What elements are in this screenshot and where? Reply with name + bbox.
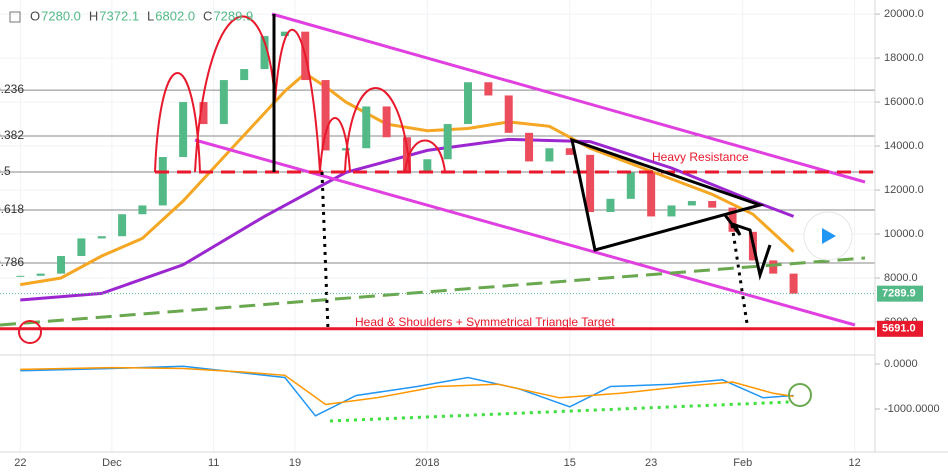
y-tick-label: 10000.0	[884, 228, 924, 240]
price-tag-label: 5691.0	[882, 323, 916, 335]
x-tick-label: Dec	[102, 457, 122, 469]
candle	[138, 205, 147, 215]
candle	[57, 256, 66, 274]
candle	[647, 172, 656, 217]
y-tick-label: 18000.0	[884, 52, 924, 64]
drawings	[0, 12, 875, 423]
y-tick-label: 8000.0	[884, 272, 918, 284]
candle	[687, 201, 696, 206]
candle	[97, 236, 106, 239]
ohlc-key: H	[89, 8, 98, 23]
candle	[728, 207, 737, 232]
line-series	[20, 366, 794, 406]
candle	[626, 172, 635, 199]
candle	[586, 154, 595, 213]
candle	[402, 137, 411, 173]
y-tick-label: 20000.0	[884, 8, 924, 20]
candle	[179, 102, 188, 158]
ohlc-key: C	[203, 8, 212, 23]
x-tick-label: 15	[564, 457, 576, 469]
ohlc-value: 6802.0	[155, 8, 195, 23]
marks	[16, 31, 798, 417]
marker-circle	[788, 383, 812, 407]
ohlc-value: 7372.1	[99, 8, 139, 23]
candle	[240, 69, 249, 81]
trend-line	[271, 12, 866, 184]
candle	[36, 273, 45, 276]
candle	[789, 273, 798, 294]
price-tag-label: 7289.9	[882, 288, 916, 300]
fib-label: 0.618	[0, 202, 24, 216]
x-tick-label: 11	[208, 457, 219, 469]
candle	[118, 214, 127, 237]
candle	[382, 106, 391, 138]
y-tick-label: 14000.0	[884, 140, 924, 152]
fib-label: 0.786	[0, 255, 24, 269]
candle	[16, 275, 25, 277]
x-tick-label: Feb	[733, 457, 752, 469]
marker-circle	[18, 320, 42, 344]
projection	[730, 224, 750, 331]
candle	[423, 159, 432, 173]
candle	[525, 132, 534, 162]
candle	[158, 157, 167, 206]
candle	[565, 148, 574, 155]
candle	[708, 201, 717, 208]
x-tick-label: 19	[289, 457, 301, 469]
candle	[545, 148, 554, 162]
candle	[77, 238, 86, 257]
ohlc-key: O	[30, 8, 40, 23]
x-tick-label: 22	[14, 457, 26, 469]
ohlc-value: 7289.9	[213, 8, 253, 23]
candle	[260, 36, 269, 70]
x-tick-label: 23	[645, 457, 657, 469]
triangle	[569, 137, 766, 252]
x-tick-label: 2018	[415, 457, 439, 469]
ohlc-key: L	[147, 8, 154, 23]
ohlc-header: O 7280.0 H 7372.1 L 6802.0 C 7289.9	[9, 8, 253, 23]
x-tick-label: 12	[849, 457, 861, 469]
fib-label: 0.382	[0, 128, 24, 142]
candle	[769, 260, 778, 274]
y-tick-label: 0.0000	[884, 358, 918, 370]
neckline	[0, 256, 866, 327]
price-tag	[877, 285, 923, 302]
y-tick-label: -1000.0000	[884, 403, 940, 415]
line-series	[20, 137, 795, 302]
candle	[362, 106, 371, 149]
icon	[9, 11, 21, 23]
fib-label: 0.5	[0, 164, 11, 178]
candle	[199, 102, 208, 125]
candle	[280, 31, 289, 37]
candle	[484, 82, 493, 96]
candle	[321, 80, 330, 151]
trend-line	[194, 138, 856, 327]
y-tick-label: 16000.0	[884, 96, 924, 108]
annotation: Head & Shoulders + Symmetrical Triangle …	[355, 315, 615, 329]
candle	[443, 124, 452, 160]
price-tag	[877, 320, 923, 337]
candle	[464, 82, 473, 125]
candle	[504, 95, 513, 133]
annotation: Heavy Resistance	[652, 150, 749, 164]
fib-label: 0.236	[0, 82, 24, 96]
candle	[606, 198, 615, 213]
flag	[723, 214, 772, 281]
candle	[667, 205, 676, 217]
projection	[320, 171, 330, 331]
ohlc-value: 7280.0	[41, 8, 81, 23]
y-tick-label: 12000.0	[884, 184, 924, 196]
play-icon	[822, 228, 836, 244]
candle	[219, 80, 228, 125]
